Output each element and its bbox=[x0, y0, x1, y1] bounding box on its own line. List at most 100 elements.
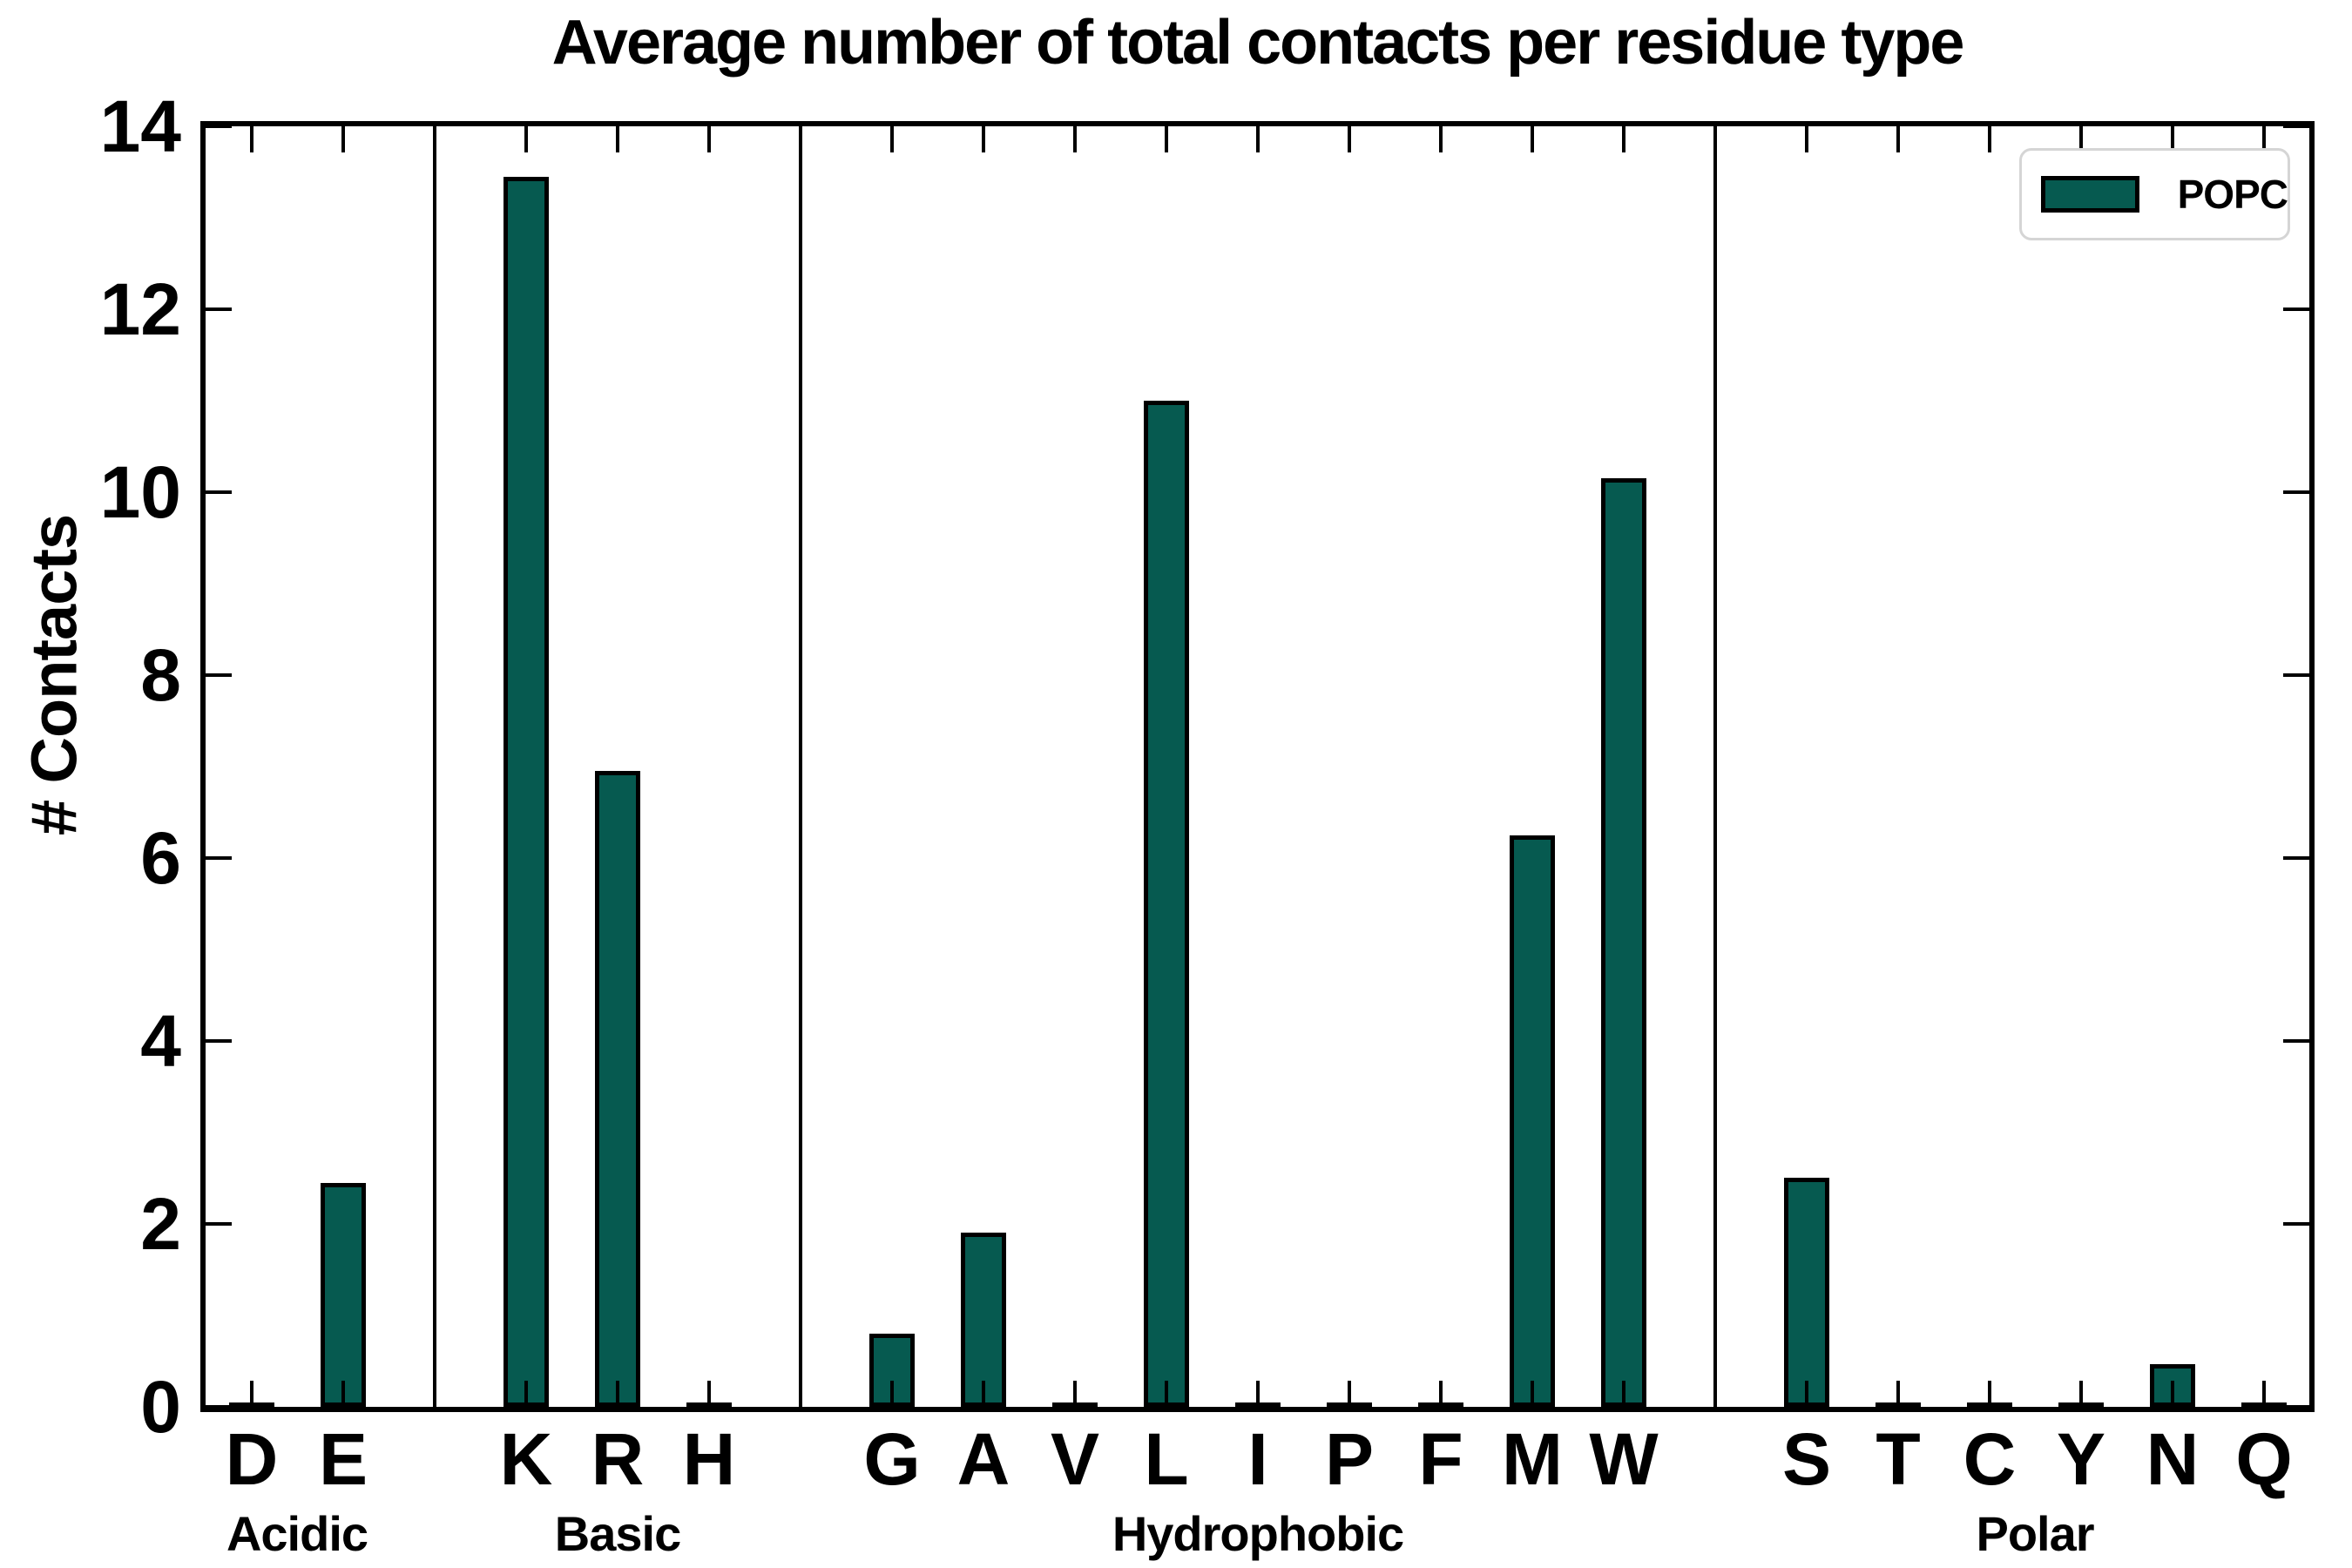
group-separator bbox=[799, 126, 802, 1407]
y-tick-right-4 bbox=[2283, 1039, 2309, 1043]
x-tick-top-K bbox=[524, 126, 528, 152]
y-tick-label-10: 10 bbox=[99, 451, 181, 533]
x-tick-top-A bbox=[982, 126, 985, 152]
x-tick-label-P: P bbox=[1324, 1418, 1375, 1500]
group-label-basic: Basic bbox=[554, 1506, 681, 1561]
bar-W bbox=[1601, 478, 1646, 1407]
x-tick-label-N: N bbox=[2146, 1418, 2200, 1500]
y-tick-right-10 bbox=[2283, 490, 2309, 494]
y-tick-left-8 bbox=[206, 673, 232, 677]
x-tick-label-A: A bbox=[956, 1418, 1010, 1500]
x-tick-bottom-Q bbox=[2262, 1381, 2266, 1407]
x-tick-bottom-C bbox=[1988, 1381, 1991, 1407]
y-tick-right-14 bbox=[2283, 125, 2309, 128]
y-tick-label-12: 12 bbox=[99, 268, 181, 350]
y-tick-left-10 bbox=[206, 490, 232, 494]
group-separator bbox=[1713, 126, 1717, 1407]
x-tick-label-H: H bbox=[682, 1418, 736, 1500]
bar-M bbox=[1510, 835, 1555, 1407]
x-tick-bottom-F bbox=[1439, 1381, 1443, 1407]
x-tick-bottom-V bbox=[1073, 1381, 1077, 1407]
x-tick-bottom-H bbox=[707, 1381, 711, 1407]
x-tick-top-P bbox=[1348, 126, 1351, 152]
x-tick-bottom-A bbox=[982, 1381, 985, 1407]
x-tick-bottom-R bbox=[616, 1381, 619, 1407]
y-tick-left-14 bbox=[206, 125, 232, 128]
legend: POPC bbox=[2019, 148, 2290, 240]
y-tick-left-2 bbox=[206, 1222, 232, 1226]
bar-R bbox=[595, 771, 640, 1407]
x-tick-top-V bbox=[1073, 126, 1077, 152]
y-tick-label-8: 8 bbox=[140, 634, 181, 716]
x-tick-bottom-Y bbox=[2079, 1381, 2083, 1407]
x-tick-top-N bbox=[2171, 126, 2174, 152]
bar-K bbox=[504, 177, 549, 1407]
y-tick-label-0: 0 bbox=[140, 1366, 181, 1448]
x-tick-label-E: E bbox=[318, 1418, 368, 1500]
legend-label: POPC bbox=[2177, 172, 2288, 217]
x-tick-bottom-L bbox=[1165, 1381, 1168, 1407]
y-tick-right-0 bbox=[2283, 1405, 2309, 1409]
y-tick-right-2 bbox=[2283, 1222, 2309, 1226]
x-tick-bottom-S bbox=[1805, 1381, 1808, 1407]
x-tick-label-V: V bbox=[1050, 1418, 1100, 1500]
x-tick-top-I bbox=[1256, 126, 1260, 152]
x-tick-top-R bbox=[616, 126, 619, 152]
x-tick-bottom-P bbox=[1348, 1381, 1351, 1407]
y-tick-label-14: 14 bbox=[99, 85, 181, 167]
y-tick-label-6: 6 bbox=[140, 817, 181, 899]
y-tick-right-6 bbox=[2283, 856, 2309, 860]
y-tick-label-4: 4 bbox=[140, 1000, 181, 1082]
x-tick-top-Y bbox=[2079, 126, 2083, 152]
y-tick-left-0 bbox=[206, 1405, 232, 1409]
group-separator bbox=[433, 126, 436, 1407]
x-tick-bottom-E bbox=[341, 1381, 345, 1407]
chart-title: Average number of total contacts per res… bbox=[551, 8, 1965, 78]
legend-swatch-popc bbox=[2041, 176, 2139, 213]
x-tick-label-Y: Y bbox=[2056, 1418, 2106, 1500]
x-tick-top-W bbox=[1622, 126, 1625, 152]
x-tick-top-D bbox=[250, 126, 253, 152]
x-tick-bottom-I bbox=[1256, 1381, 1260, 1407]
y-tick-left-4 bbox=[206, 1039, 232, 1043]
x-tick-label-W: W bbox=[1589, 1418, 1659, 1500]
y-tick-right-12 bbox=[2283, 308, 2309, 311]
bar-A bbox=[961, 1233, 1006, 1407]
x-tick-label-R: R bbox=[591, 1418, 645, 1500]
x-tick-label-M: M bbox=[1502, 1418, 1563, 1500]
y-tick-label-2: 2 bbox=[140, 1183, 181, 1265]
y-tick-right-8 bbox=[2283, 673, 2309, 677]
x-tick-bottom-M bbox=[1531, 1381, 1534, 1407]
x-tick-label-S: S bbox=[1781, 1418, 1832, 1500]
x-tick-label-Q: Q bbox=[2235, 1418, 2293, 1500]
x-tick-top-M bbox=[1531, 126, 1534, 152]
x-tick-label-L: L bbox=[1144, 1418, 1189, 1500]
x-tick-bottom-D bbox=[250, 1381, 253, 1407]
y-tick-left-12 bbox=[206, 308, 232, 311]
x-tick-bottom-G bbox=[890, 1381, 894, 1407]
bar-E bbox=[321, 1183, 366, 1407]
x-tick-top-S bbox=[1805, 126, 1808, 152]
x-tick-label-K: K bbox=[499, 1418, 553, 1500]
x-tick-top-T bbox=[1896, 126, 1900, 152]
bar-S bbox=[1784, 1178, 1829, 1407]
x-tick-top-Q bbox=[2262, 126, 2266, 152]
y-tick-left-6 bbox=[206, 856, 232, 860]
bar-L bbox=[1144, 401, 1189, 1407]
x-tick-label-C: C bbox=[1963, 1418, 2017, 1500]
x-tick-top-L bbox=[1165, 126, 1168, 152]
x-tick-top-G bbox=[890, 126, 894, 152]
x-tick-label-F: F bbox=[1418, 1418, 1463, 1500]
x-tick-top-E bbox=[341, 126, 345, 152]
plot-frame bbox=[200, 121, 2315, 1412]
group-label-polar: Polar bbox=[1976, 1506, 2094, 1561]
x-tick-top-H bbox=[707, 126, 711, 152]
x-tick-label-I: I bbox=[1247, 1418, 1268, 1500]
x-tick-label-G: G bbox=[863, 1418, 921, 1500]
x-tick-label-D: D bbox=[225, 1418, 279, 1500]
x-tick-bottom-N bbox=[2171, 1381, 2174, 1407]
x-tick-bottom-W bbox=[1622, 1381, 1625, 1407]
group-label-hydrophobic: Hydrophobic bbox=[1112, 1506, 1404, 1561]
x-tick-bottom-T bbox=[1896, 1381, 1900, 1407]
